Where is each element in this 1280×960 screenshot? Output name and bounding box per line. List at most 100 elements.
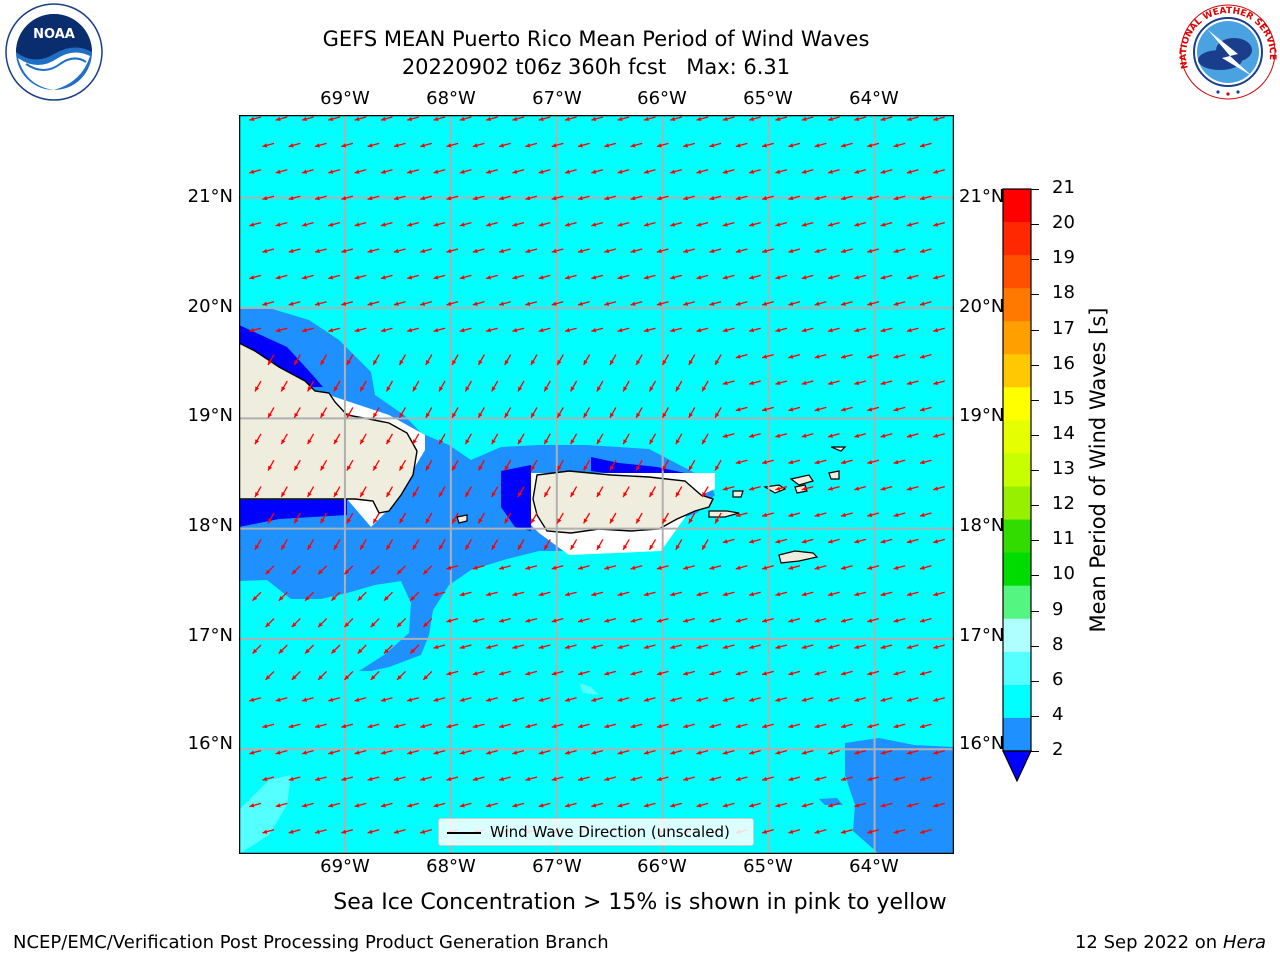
wave-direction-arrowhead: [688, 412, 693, 418]
wave-direction-arrowhead: [423, 622, 429, 628]
wave-direction-arrowhead: [683, 196, 689, 201]
wave-direction-arrowhead: [512, 222, 518, 227]
wave-direction-arrowhead: [262, 196, 268, 201]
wave-direction-arrowhead: [683, 671, 689, 676]
wave-direction-arrowhead: [452, 465, 457, 471]
wave-direction-arrowhead: [709, 248, 715, 254]
wave-direction-arrowhead: [380, 328, 386, 333]
wave-direction-arrowhead: [735, 565, 741, 570]
lon-label-bottom: 68°W: [426, 856, 476, 877]
wave-direction-arrowhead: [933, 328, 939, 333]
wave-direction-arrowhead: [867, 776, 873, 782]
wave-direction-arrowhead: [735, 460, 741, 465]
wave-direction-arrowhead: [433, 169, 439, 174]
wave-direction-arrowhead: [801, 275, 807, 280]
wave-direction-arrowhead: [551, 248, 557, 254]
wave-direction-arrowhead: [828, 222, 833, 227]
wave-direction-arrowhead: [919, 776, 925, 782]
wave-direction-arrowhead: [425, 360, 430, 365]
wave-direction-arrowhead: [565, 116, 570, 122]
wave-direction-arrowhead: [722, 380, 728, 386]
wave-direction-arrowhead: [315, 143, 320, 148]
wave-direction-arrowhead: [420, 724, 426, 729]
wave-direction-arrowhead: [933, 486, 939, 491]
wave-direction-arrowhead: [604, 776, 610, 782]
lat-label-left: 18°N: [187, 515, 233, 536]
wave-direction-arrowhead: [472, 301, 478, 306]
wave-direction-arrowhead: [538, 275, 544, 280]
wave-direction-arrowhead: [788, 829, 794, 834]
wave-direction-arrowhead: [893, 143, 899, 148]
wave-direction-arrowhead: [867, 301, 873, 306]
colorbar-tick: [1031, 575, 1039, 577]
lat-label-left: 20°N: [187, 296, 233, 317]
wave-direction-arrowhead: [433, 750, 439, 755]
wave-direction-arrowhead: [341, 196, 347, 201]
wave-direction-arrowhead: [512, 169, 518, 174]
wave-direction-arrowhead: [617, 275, 623, 280]
wave-direction-arrowhead: [478, 465, 483, 471]
wave-direction-arrowhead: [262, 829, 268, 834]
colorbar-segment: [1003, 651, 1031, 686]
wave-direction-arrowhead: [617, 328, 623, 333]
wave-direction-arrowhead: [486, 644, 492, 650]
wave-direction-arrowhead: [788, 196, 794, 201]
wave-direction-arrowhead: [328, 116, 334, 122]
wave-direction-arrowhead: [788, 354, 794, 359]
wave-direction-arrowhead: [841, 618, 846, 623]
wave-direction-arrowhead: [384, 595, 389, 601]
wave-direction-arrowhead: [439, 386, 444, 392]
wave-direction-arrowhead: [649, 439, 654, 445]
wave-direction-arrowhead: [617, 750, 623, 755]
wave-direction-arrowhead: [775, 697, 781, 702]
wave-direction-arrowhead: [609, 518, 615, 524]
wave-direction-arrowhead: [491, 544, 496, 550]
wave-direction-arrowhead: [814, 407, 820, 412]
wave-direction-arrowhead: [512, 328, 518, 333]
wave-direction-arrowhead: [893, 248, 899, 254]
wave-direction-arrowhead: [867, 512, 873, 518]
wave-direction-arrowhead: [735, 248, 741, 254]
wave-direction-arrowhead: [854, 328, 860, 333]
wave-direction-arrowhead: [788, 618, 794, 623]
wave-direction-arrowhead: [683, 143, 689, 148]
wave-direction-arrowhead: [275, 697, 281, 702]
wave-direction-arrowhead: [328, 222, 334, 227]
wave-direction-arrowhead: [735, 301, 741, 306]
wave-direction-arrowhead: [354, 803, 360, 808]
wave-direction-arrowhead: [525, 301, 531, 306]
land-virgin-island: [794, 484, 808, 494]
wave-direction-arrowhead: [867, 143, 873, 148]
wave-direction-arrowhead: [344, 569, 350, 575]
wave-direction-arrowhead: [709, 196, 715, 201]
wave-direction-arrowhead: [360, 492, 365, 497]
wave-direction-arrowhead: [354, 169, 360, 174]
wave-direction-arrowhead: [933, 697, 939, 702]
wave-direction-arrowhead: [906, 750, 912, 755]
wave-direction-arrowhead: [538, 222, 544, 227]
wave-direction-arrowhead: [735, 776, 741, 782]
wave-direction-arrowhead: [344, 675, 350, 680]
wave-direction-arrowhead: [617, 644, 623, 650]
wave-direction-arrowhead: [265, 569, 271, 575]
wave-direction-arrowhead: [670, 275, 676, 280]
lat-label-right: 19°N: [959, 405, 1005, 426]
wave-direction-arrowhead: [373, 360, 378, 365]
wave-direction-arrowhead: [341, 301, 347, 306]
wave-direction-arrowhead: [643, 328, 649, 333]
wave-direction-arrowhead: [275, 116, 281, 122]
wave-direction-arrowhead: [933, 803, 939, 808]
wave-direction-arrowhead: [504, 518, 509, 524]
wave-direction-arrowhead: [570, 492, 575, 497]
wave-direction-arrowhead: [412, 544, 417, 550]
wave-direction-arrowhead: [906, 644, 912, 650]
wave-direction-arrowhead: [275, 169, 281, 174]
wave-direction-arrowhead: [591, 222, 597, 227]
wave-direction-arrowhead: [525, 143, 531, 148]
wave-direction-arrowhead: [906, 380, 912, 386]
wave-direction-arrowhead: [722, 697, 728, 702]
colorbar-title: Mean Period of Wind Waves [s]: [1086, 307, 1110, 633]
wave-direction-arrowhead: [288, 248, 294, 254]
wave-direction-arrowhead: [841, 143, 846, 148]
